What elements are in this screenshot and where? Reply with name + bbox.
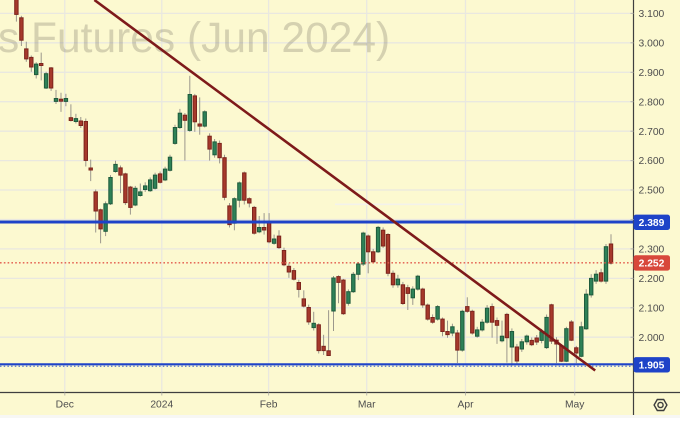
svg-text:s Futures (Jun 2024): s Futures (Jun 2024) [0,15,390,62]
svg-text:Feb: Feb [260,400,278,411]
svg-text:May: May [565,400,585,411]
svg-text:2.800: 2.800 [639,97,665,108]
svg-text:Dec: Dec [56,400,74,411]
svg-text:2.200: 2.200 [639,274,665,285]
svg-text:Mar: Mar [358,400,376,411]
svg-text:2.252: 2.252 [639,259,665,270]
svg-text:2.700: 2.700 [639,127,665,138]
svg-text:2.900: 2.900 [639,68,665,79]
svg-text:2.100: 2.100 [639,303,665,314]
svg-text:2.300: 2.300 [639,245,665,256]
svg-text:2.600: 2.600 [639,156,665,167]
svg-text:2024: 2024 [150,400,173,411]
svg-text:2.000: 2.000 [639,333,665,344]
svg-text:Apr: Apr [457,400,474,411]
svg-text:2.500: 2.500 [639,186,665,197]
svg-text:3.000: 3.000 [639,38,665,49]
svg-text:2.389: 2.389 [639,218,665,229]
svg-text:1.905: 1.905 [639,361,665,372]
svg-text:3.100: 3.100 [639,9,665,20]
